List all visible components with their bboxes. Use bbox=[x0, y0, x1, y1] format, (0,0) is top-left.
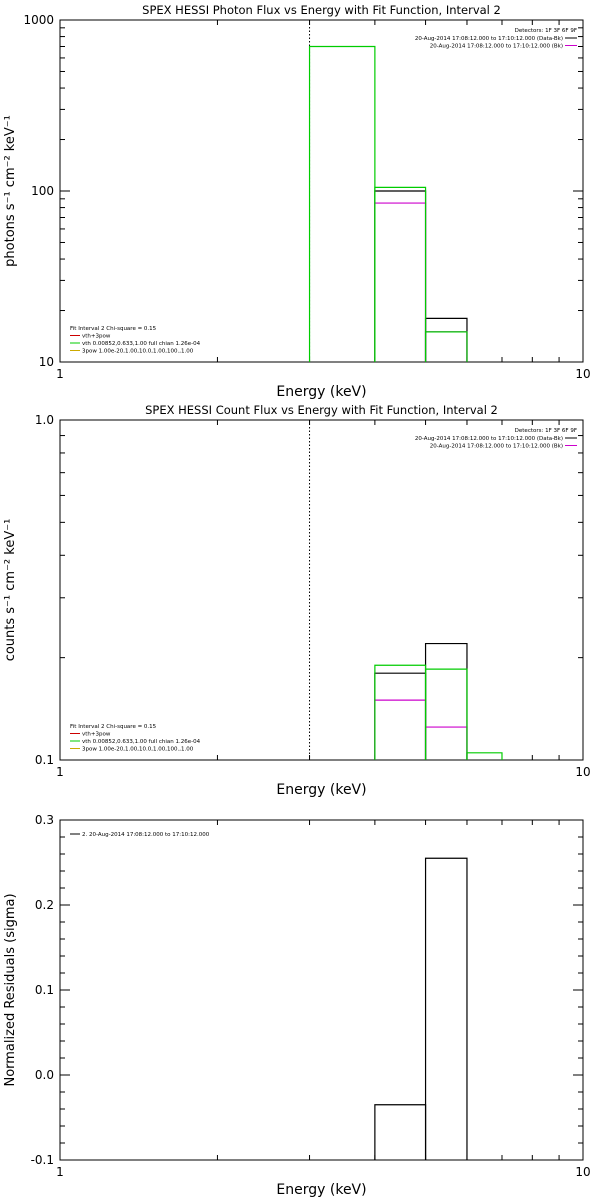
plot-frame bbox=[59, 819, 584, 1161]
x-tick-label: 10 bbox=[575, 765, 590, 779]
y-tick-label: 1000 bbox=[23, 13, 54, 27]
plot-frame bbox=[59, 19, 584, 363]
legend-bottom-left: Fit Interval 2 Chi-square = 0.15 vth+3pow… bbox=[70, 326, 201, 355]
x-axis-label: Energy (keV) bbox=[276, 782, 366, 798]
legend-top-right: Detectors: 1F 3F 6F 9F 20-Aug-2014 17:08:… bbox=[415, 28, 577, 50]
x-tick-label: 10 bbox=[575, 367, 590, 381]
y-tick-label: 0.3 bbox=[35, 813, 54, 827]
chart-panel-3: 1 10 Energy (keV) -0.1 0.0 0.1 0.2 0.3 Normalize… bbox=[3, 813, 591, 1198]
y-tick-label: 0.1 bbox=[35, 753, 54, 767]
series-data-bk bbox=[374, 642, 468, 760]
histogram-bin bbox=[374, 186, 427, 362]
histogram-bin bbox=[374, 1104, 427, 1160]
chart-title: SPEX HESSI Count Flux vs Energy with Fit… bbox=[145, 403, 498, 417]
legend-entry: vth 0.00852,0.633,1.00 full chian 1.26e-… bbox=[82, 341, 201, 347]
y-tick-label: 1.0 bbox=[35, 413, 54, 427]
histogram-bin bbox=[424, 668, 468, 760]
legend-top-right: Detectors: 1F 3F 6F 9F 20-Aug-2014 17:08:… bbox=[415, 428, 577, 450]
legend-header: Fit Interval 2 Chi-square = 0.15 bbox=[70, 724, 157, 730]
series-bk bbox=[374, 202, 468, 362]
y-axis-label: photons s⁻¹ cm⁻² keV⁻¹ bbox=[3, 115, 18, 267]
legend-header: Detectors: 1F 3F 6F 9F bbox=[515, 28, 577, 34]
series-bk bbox=[374, 699, 468, 760]
y-tick-label: -0.1 bbox=[31, 1153, 54, 1167]
histogram-bin bbox=[374, 664, 427, 760]
histogram-bin bbox=[424, 726, 468, 760]
histogram-bin bbox=[374, 699, 427, 760]
series-residuals bbox=[374, 857, 468, 1160]
x-axis-label: Energy (keV) bbox=[276, 1182, 366, 1198]
y-axis-label: Normalized Residuals (sigma) bbox=[3, 893, 18, 1086]
histogram-bin bbox=[424, 857, 468, 1160]
y-tick-label: 10 bbox=[39, 355, 54, 369]
legend-entry: vth+3pow bbox=[82, 334, 111, 340]
legend-entry: 20-Aug-2014 17:08:12.000 to 17:10:12.000… bbox=[430, 44, 563, 50]
series-data-bk bbox=[374, 190, 468, 362]
histogram-bin bbox=[374, 190, 427, 362]
histogram-bin bbox=[424, 331, 468, 362]
legend-top-left: 2. 20-Aug-2014 17:08:12.000 to 17:10:12.… bbox=[70, 832, 210, 838]
legend-header: Detectors: 1F 3F 6F 9F bbox=[515, 428, 577, 434]
y-tick-label: 0.0 bbox=[35, 1068, 54, 1082]
series-vth-3pow bbox=[308, 45, 468, 362]
chart-panel-2: SPEX HESSI Count Flux vs Energy with Fit… bbox=[3, 403, 591, 798]
histogram-bin bbox=[424, 642, 468, 760]
chart-panel-1: SPEX HESSI Photon Flux vs Energy with Fi… bbox=[3, 3, 591, 400]
x-tick-label: 10 bbox=[575, 1165, 590, 1179]
legend-entry: 3pow 1.00e-20,1.00,10.0,1.00,100.,1.00 bbox=[82, 747, 194, 753]
y-axis-label: counts s⁻¹ cm⁻² keV⁻¹ bbox=[3, 519, 18, 662]
x-tick-label: 1 bbox=[56, 1165, 64, 1179]
histogram-bin bbox=[424, 331, 468, 362]
legend-entry: 20-Aug-2014 17:08:12.000 to 17:10:12.000… bbox=[415, 36, 563, 42]
legend-entry: 2. 20-Aug-2014 17:08:12.000 to 17:10:12.… bbox=[82, 832, 210, 838]
legend-entry: vth 0.00852,0.633,1.00 full chian 1.26e-… bbox=[82, 739, 201, 745]
y-tick-label: 100 bbox=[31, 184, 54, 198]
legend-entry: 20-Aug-2014 17:08:12.000 to 17:10:12.000… bbox=[415, 436, 563, 442]
histogram-bin bbox=[424, 317, 468, 362]
histogram-bin bbox=[308, 45, 376, 362]
legend-entry: vth+3pow bbox=[82, 732, 111, 738]
x-tick-label: 1 bbox=[56, 765, 64, 779]
legend-bottom-left: Fit Interval 2 Chi-square = 0.15 vth+3pow… bbox=[70, 724, 201, 753]
legend-entry: 3pow 1.00e-20,1.00,10.0,1.00,100.,1.00 bbox=[82, 349, 194, 355]
histogram-bin bbox=[466, 752, 503, 760]
legend-header: Fit Interval 2 Chi-square = 0.15 bbox=[70, 326, 157, 332]
histogram-bin bbox=[374, 202, 427, 362]
x-tick-label: 1 bbox=[56, 367, 64, 381]
legend-entry: 20-Aug-2014 17:08:12.000 to 17:10:12.000… bbox=[430, 444, 563, 450]
y-tick-label: 0.1 bbox=[35, 983, 54, 997]
series-vth-3pow bbox=[374, 664, 503, 760]
y-tick-label: 0.2 bbox=[35, 898, 54, 912]
plot-frame bbox=[59, 419, 584, 761]
histogram-bin bbox=[374, 672, 427, 760]
chart-title: SPEX HESSI Photon Flux vs Energy with Fi… bbox=[142, 3, 501, 17]
x-axis-label: Energy (keV) bbox=[276, 384, 366, 400]
